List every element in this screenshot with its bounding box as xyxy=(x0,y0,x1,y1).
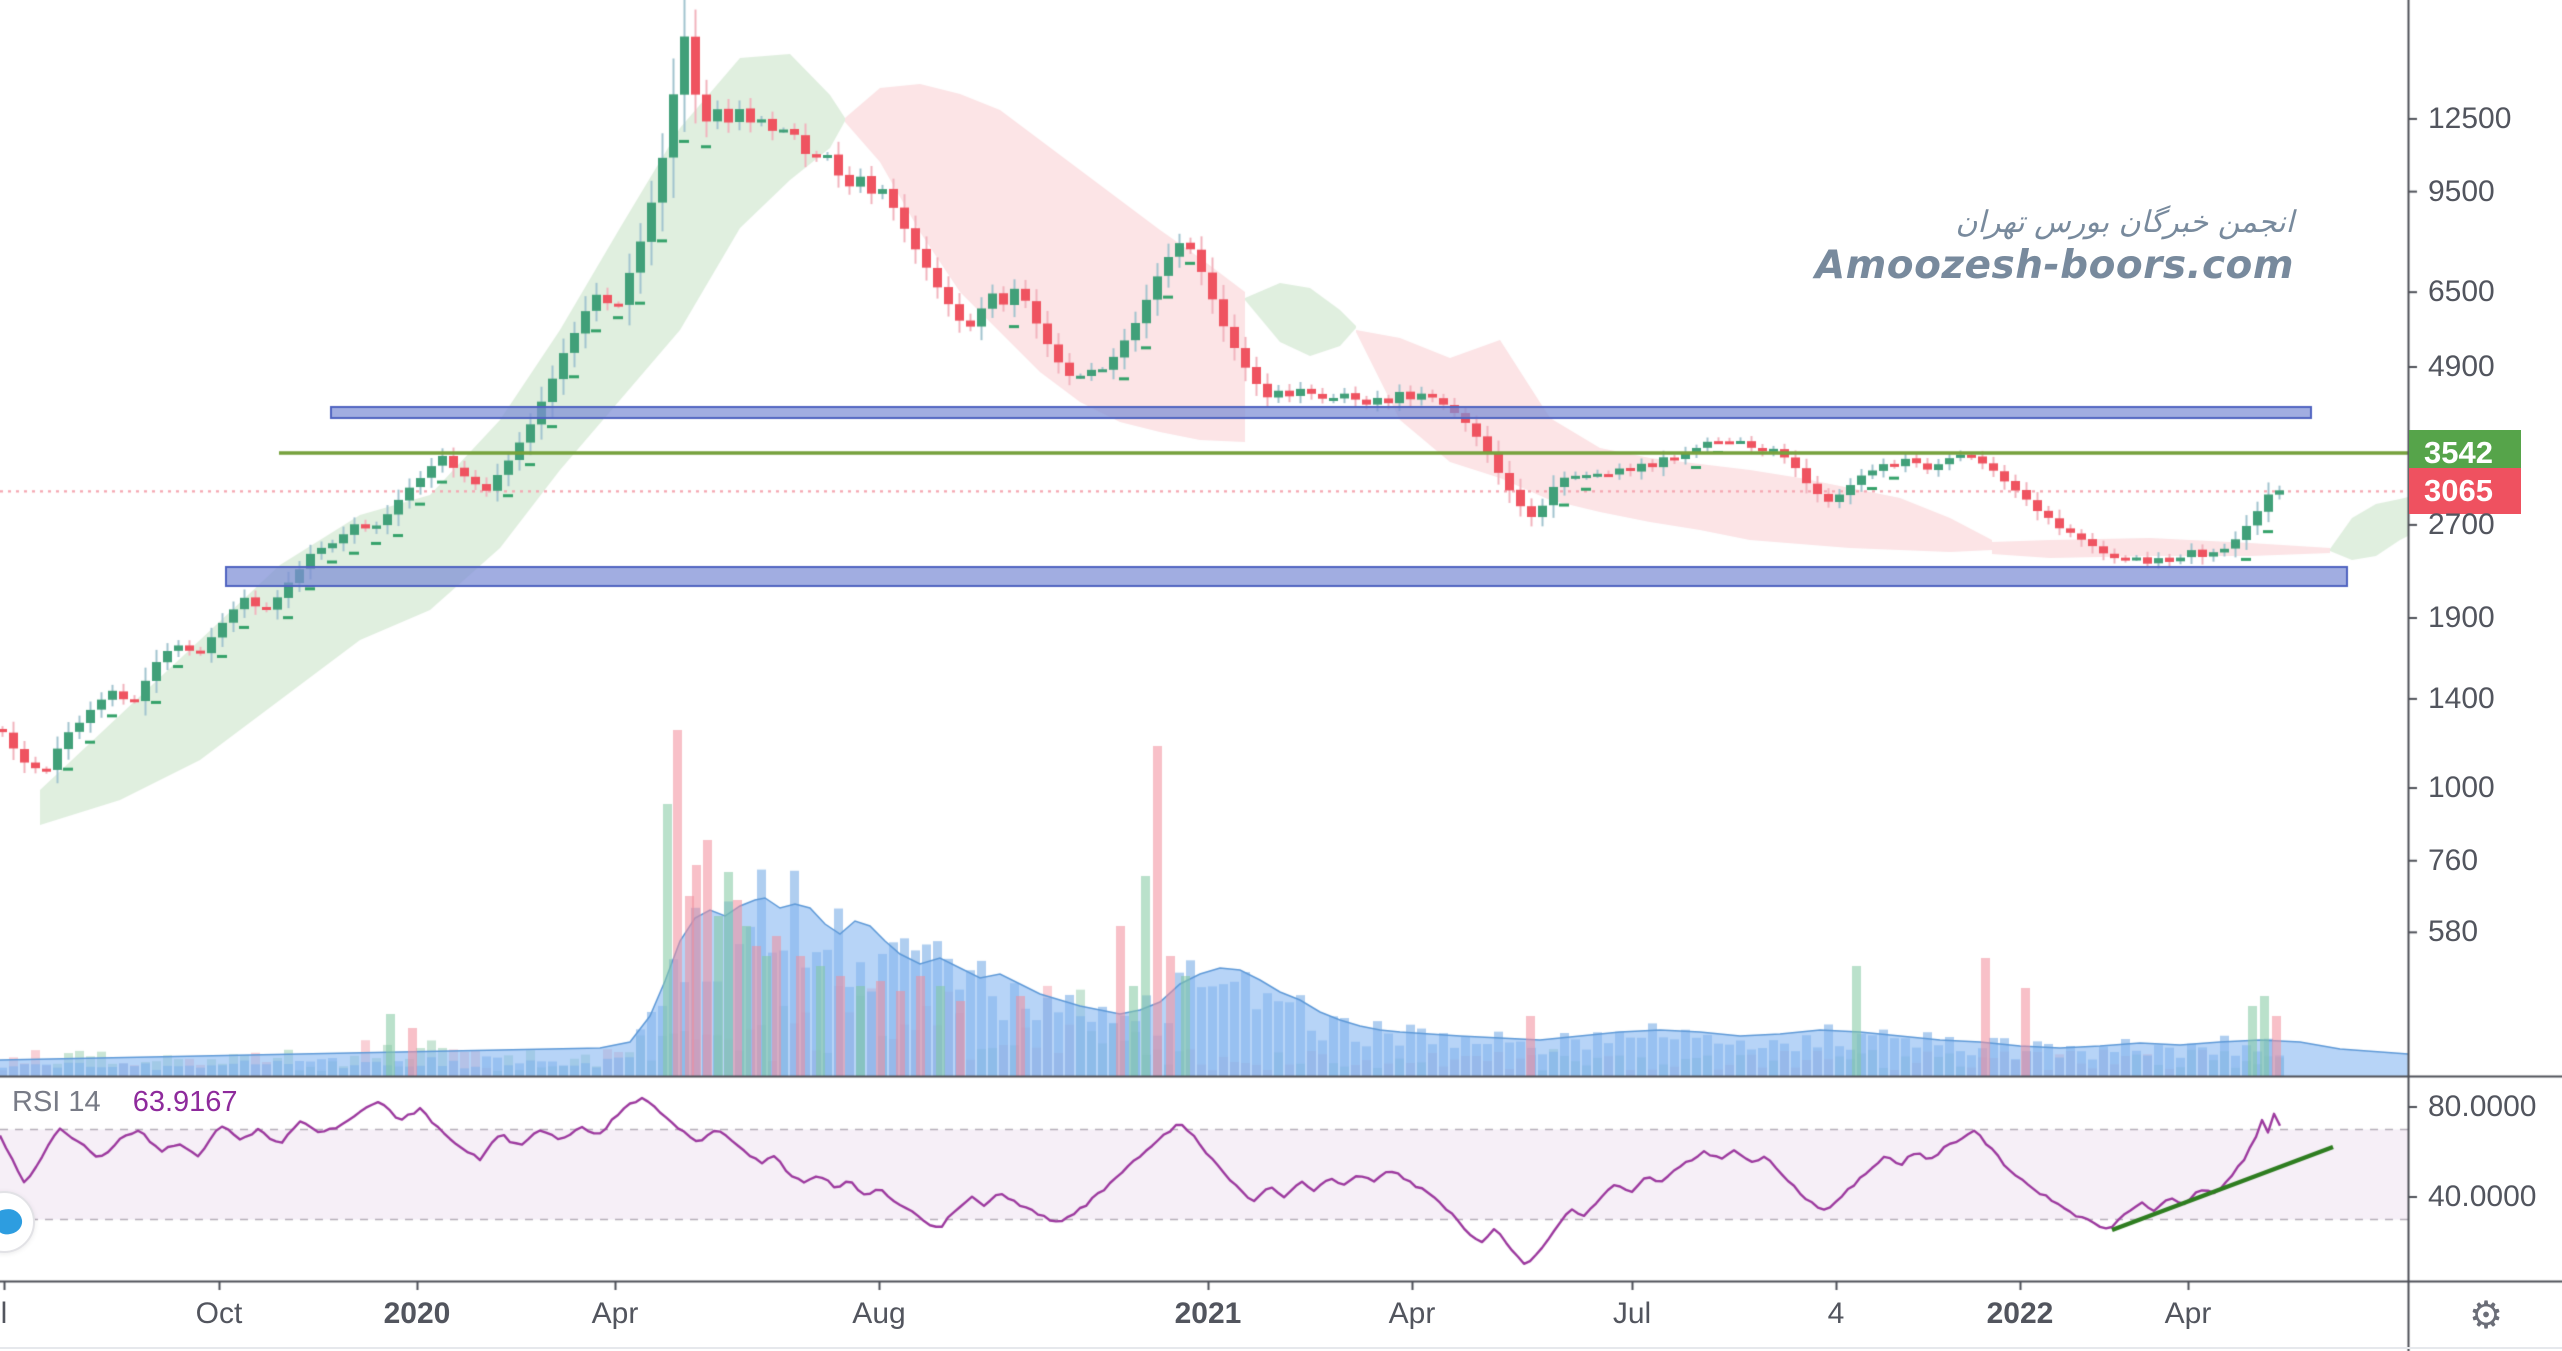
time-axis-label: Apr xyxy=(1388,1297,1436,1330)
rsi-indicator-legend: RSI 14 63.9167 xyxy=(12,1086,238,1119)
watermark-site-text: Amoozesh-boors.com xyxy=(1814,242,2294,288)
price-tick-label: 1000 xyxy=(2428,771,2495,805)
price-tick-label: 1400 xyxy=(2428,681,2495,715)
price-tick-label: 580 xyxy=(2428,915,2479,949)
broker-logo-icon xyxy=(0,1206,25,1237)
time-axis-label: 4 xyxy=(1827,1297,1845,1330)
rsi-tick-label: 40.0000 xyxy=(2428,1180,2537,1213)
price-tick-label: 6500 xyxy=(2428,275,2495,309)
price-tick-label: 1900 xyxy=(2428,601,2495,634)
price-tick-label: 760 xyxy=(2428,843,2479,877)
time-axis-label: Aug xyxy=(852,1297,906,1330)
time-axis-label: Jul xyxy=(1612,1297,1652,1330)
time-axis-label: l xyxy=(0,1297,8,1330)
time-axis-label: 2020 xyxy=(383,1297,451,1330)
time-axis-label: Apr xyxy=(591,1297,639,1330)
rsi-tick-label: 80.0000 xyxy=(2428,1090,2537,1123)
rsi-indicator-value: 63.9167 xyxy=(132,1086,238,1118)
price-tick-label: 2700 xyxy=(2428,507,2495,541)
time-axis-label: Apr xyxy=(2164,1297,2212,1330)
bottom-edge-divider xyxy=(0,1347,2562,1349)
gear-icon[interactable]: ⚙ xyxy=(2468,1295,2504,1337)
time-axis-label: 2021 xyxy=(1174,1297,1242,1330)
watermark-persian-text: انجمن خبرگان بورس تهران xyxy=(1955,205,2295,240)
price-tick-label: 4900 xyxy=(2428,350,2495,384)
last-price-flag: 3065 xyxy=(2409,468,2521,515)
price-tick-label: 9500 xyxy=(2428,174,2495,208)
watermark: انجمن خبرگان بورس تهران Amoozesh-boors.c… xyxy=(1815,204,2294,290)
price-tick-label: 12500 xyxy=(2428,101,2512,135)
time-axis-label: Oct xyxy=(195,1297,243,1330)
rsi-indicator-name: RSI 14 xyxy=(12,1086,101,1118)
time-axis-label: 2022 xyxy=(1986,1297,2054,1330)
